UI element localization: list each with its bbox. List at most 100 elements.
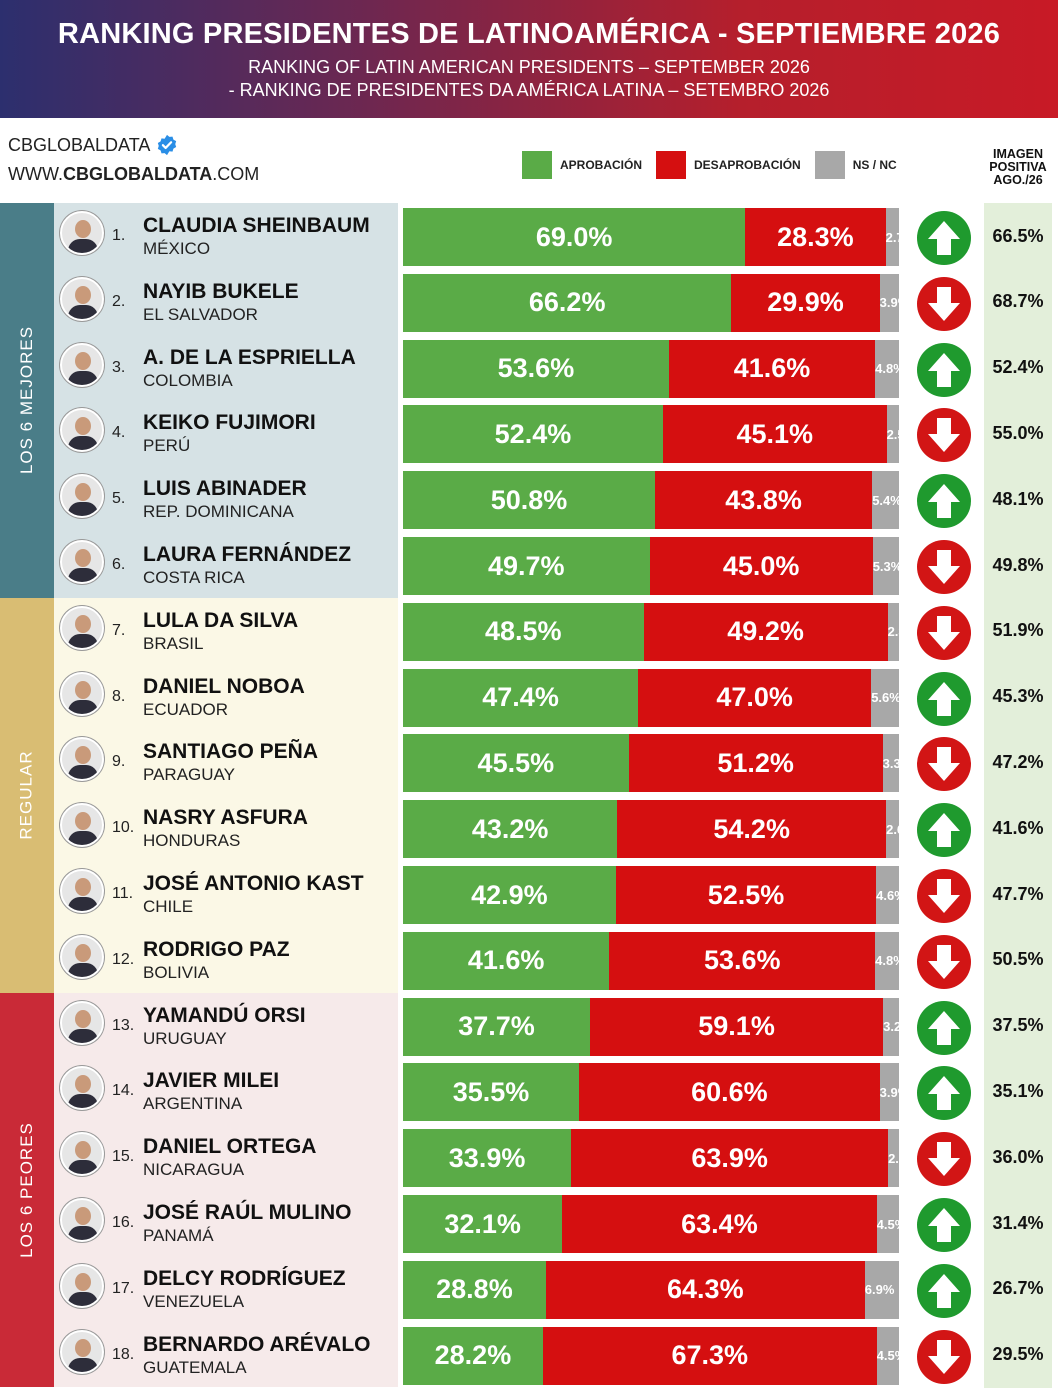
nsnc-segment: 2.3% xyxy=(887,602,899,661)
disapproval-segment: 53.6% xyxy=(609,931,876,990)
image-positive-value: 51.9% xyxy=(984,597,1052,664)
group-background-1 xyxy=(54,597,398,993)
president-avatar xyxy=(60,1329,104,1374)
image-positive-value: 41.6% xyxy=(984,795,1052,862)
president-country: EL SALVADOR xyxy=(143,304,258,324)
president-avatar xyxy=(60,869,104,913)
legend-approval: APROBACIÓN xyxy=(522,151,642,179)
rank-number: 1. xyxy=(112,227,126,244)
rank-number: 12. xyxy=(112,950,135,968)
group-band-0: LOS 6 MEJORES xyxy=(0,203,54,598)
approval-bar: 48.5%49.2%2.3% xyxy=(403,602,899,661)
approval-segment: 49.7% xyxy=(403,537,650,595)
president-country: BRASIL xyxy=(143,633,204,653)
legend-approval-swatch xyxy=(522,151,552,179)
disapproval-segment: 41.6% xyxy=(668,339,876,398)
nsnc-segment: 5.4% xyxy=(872,471,899,530)
president-name: SANTIAGO PEÑA xyxy=(143,740,319,764)
president-name: YAMANDÚ ORSI xyxy=(143,1003,306,1027)
approval-bar: 49.7%45.0%5.3% xyxy=(403,537,899,595)
disapproval-segment: 63.4% xyxy=(562,1195,877,1253)
approval-segment: 37.7% xyxy=(403,997,590,1056)
disapproval-segment: 43.8% xyxy=(654,471,873,530)
legend-nsnc-swatch xyxy=(814,151,845,179)
approval-bar: 28.8% 64.3% 6.9% xyxy=(403,1260,899,1319)
president-country: COLOMBIA xyxy=(143,370,233,390)
president-name: BERNARDO ARÉVALO xyxy=(143,1332,371,1356)
image-positive-value: 49.8% xyxy=(984,532,1052,598)
nsnc-segment: 4.8% xyxy=(875,339,899,398)
nsnc-segment: 3.3% xyxy=(882,734,899,793)
group-background-2 xyxy=(54,992,398,1388)
approval-bar: 28.2%67.3%4.5% xyxy=(403,1326,899,1385)
president-name: NASRY ASFURA xyxy=(143,806,308,830)
chart-legend: APROBACIÓN DESAPROBACIÓN NS / NC xyxy=(522,151,903,179)
brand-name: CBGLOBALDATA xyxy=(8,134,151,155)
ranking-row: 18. BERNARDO ARÉVALO GUATEMALA 28.2% 67.3% 4.… xyxy=(0,1321,1058,1388)
president-country: REP. DOMINICANA xyxy=(143,502,294,522)
president-country: ECUADOR xyxy=(143,699,229,719)
image-positive-value: 26.7% xyxy=(984,1255,1052,1322)
president-country: VENEZUELA xyxy=(143,1291,245,1311)
image-positive-value: 47.2% xyxy=(984,729,1052,796)
rank-number: 17. xyxy=(112,1279,135,1297)
president-avatar xyxy=(60,474,104,519)
approval-bar: 33.9%63.9%2.2% xyxy=(403,1129,899,1188)
approval-bar: 37.7%59.1%3.2% xyxy=(403,997,899,1056)
nsnc-segment: 2.5% xyxy=(886,405,899,464)
image-positive-value: 47.7% xyxy=(984,861,1052,927)
image-positive-value: 29.5% xyxy=(984,1321,1052,1388)
disapproval-segment: 54.2% xyxy=(617,800,887,859)
arrow-down-icon xyxy=(917,869,971,923)
disapproval-segment: 49.2% xyxy=(643,602,888,661)
approval-segment: 47.4% xyxy=(403,668,639,727)
president-name: JOSÉ RAÚL MULINO xyxy=(143,1201,352,1224)
ranking-row: 14.JAVIER MILEIARGENTINA35.5%60.6%3.9%35… xyxy=(0,1058,1058,1125)
rank-number: 2. xyxy=(112,292,126,310)
arrow-up-icon xyxy=(917,671,971,726)
approval-segment: 35.5% xyxy=(403,1063,580,1122)
nsnc-segment: 6.9% xyxy=(864,1260,899,1319)
arrow-down-icon xyxy=(917,737,971,792)
president-name: NAYIB BUKELE xyxy=(143,279,299,303)
approval-bar: 52.4%45.1%2.5% xyxy=(403,405,899,464)
verified-check-icon xyxy=(158,134,177,156)
image-positive-value: 37.5% xyxy=(984,992,1052,1059)
disapproval-segment: 52.5% xyxy=(615,866,877,924)
nsnc-segment: 3.2% xyxy=(883,997,899,1056)
president-avatar xyxy=(60,540,104,584)
approval-bar: 42.9%52.5%4.6% xyxy=(403,866,899,924)
president-country: PARAGUAY xyxy=(143,765,235,785)
president-name: DANIEL ORTEGA xyxy=(143,1135,317,1159)
subtitle-portuguese: - RANKING DE PRESIDENTES DA AMÉRICA LATI… xyxy=(228,80,830,100)
brand-url[interactable]: WWW.CBGLOBALDATA.COM xyxy=(8,164,260,184)
arrow-up-icon xyxy=(917,1066,971,1121)
approval-segment: 45.5% xyxy=(403,734,629,793)
president-avatar xyxy=(60,1263,104,1308)
president-avatar xyxy=(60,803,104,848)
image-column-header: IMAGEN POSITIVA AGO./26 xyxy=(989,147,1047,187)
approval-segment: 42.9% xyxy=(403,866,616,924)
ranking-row: 8. DANIEL NOBOA ECUADOR 47.4% 47.0% 5.6% 45.3% xyxy=(0,663,1058,730)
approval-bar: 50.8% 43.8% 5.4% xyxy=(403,471,899,530)
president-country: MÉXICO xyxy=(143,239,211,258)
president-country: ARGENTINA xyxy=(143,1094,243,1114)
image-positive-value: 31.4% xyxy=(984,1190,1052,1256)
rank-number: 6. xyxy=(112,556,126,573)
arrow-down-icon xyxy=(917,605,971,660)
disapproval-segment: 64.3% xyxy=(545,1260,865,1319)
approval-segment: 41.6% xyxy=(403,931,610,990)
president-name: CLAUDIA SHEINBAUM xyxy=(143,214,370,237)
nsnc-segment: 5.6% xyxy=(871,668,899,727)
president-avatar xyxy=(60,1132,104,1177)
rank-number: 3. xyxy=(112,358,126,376)
president-avatar xyxy=(60,276,104,321)
rank-number: 13. xyxy=(112,1016,135,1034)
arrow-down-icon xyxy=(917,934,971,989)
arrow-up-icon xyxy=(917,803,971,858)
president-avatar xyxy=(60,1198,104,1242)
disapproval-segment: 60.6% xyxy=(579,1063,880,1122)
nsnc-segment: 5.3% xyxy=(872,537,899,595)
